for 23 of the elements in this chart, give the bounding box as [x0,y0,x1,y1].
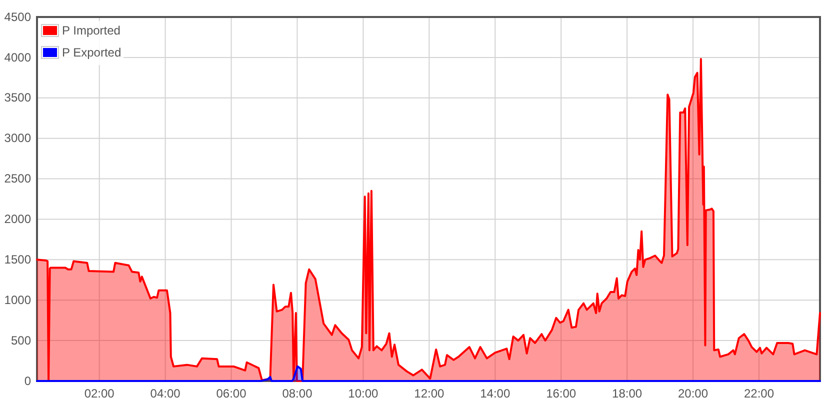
y-tick-label: 1000 [4,292,32,307]
x-tick-label: 10:00 [348,386,379,401]
x-tick-label: 06:00 [216,386,247,401]
y-tick-label: 4000 [4,50,32,64]
x-tick-label: 16:00 [546,386,576,401]
y-tick-label: 0 [24,374,32,388]
y-tick-label: 500 [10,333,32,348]
x-tick-label: 20:00 [678,386,708,401]
y-tick-label: 2000 [4,212,32,226]
x-tick-label: 04:00 [150,386,181,401]
y-tick-label: 2500 [4,172,32,186]
x-tick-label: 22:00 [744,386,774,401]
y-tick-label: 4500 [4,10,32,24]
y-tick-label: 3500 [4,90,32,105]
x-tick-label: 12:00 [414,386,444,401]
y-tick-label: 3000 [4,131,32,146]
x-tick-label: 02:00 [84,386,115,401]
x-tick-label: 18:00 [612,386,642,401]
x-tick-label: 08:00 [282,386,313,401]
legend-label: P Imported [62,24,120,38]
legend-label: P Exported [62,46,122,60]
y-tick-label: 1500 [4,252,32,267]
x-tick-label: 14:00 [480,386,510,401]
